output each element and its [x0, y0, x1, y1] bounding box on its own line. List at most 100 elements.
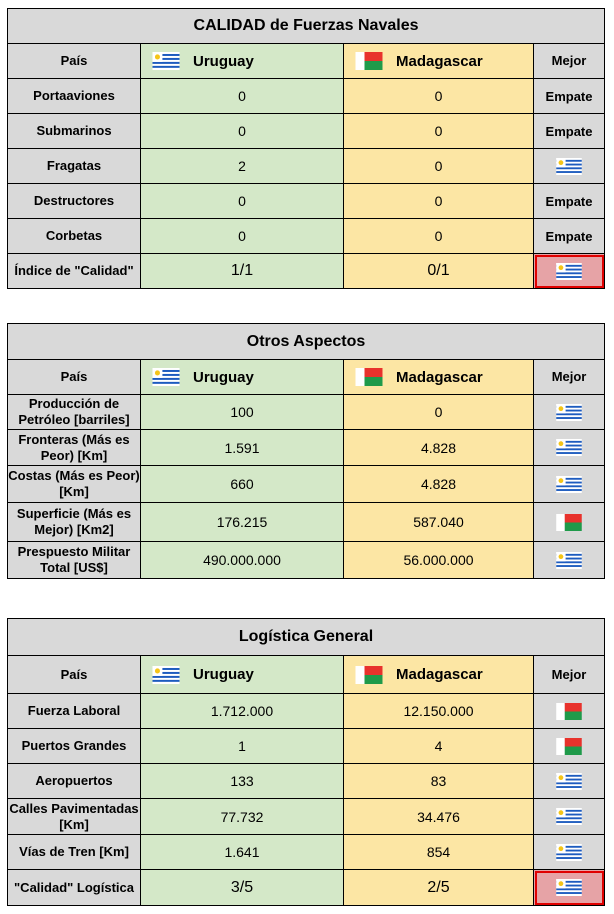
uruguay-flag-icon: [555, 808, 583, 825]
uruguay-flag-icon: [151, 52, 181, 70]
madagascar-flag-icon: [354, 666, 384, 684]
row-label: Portaaviones: [7, 78, 141, 114]
uruguay-flag-icon: [555, 158, 583, 175]
uruguay-value: 1.591: [140, 429, 344, 466]
best-value: [532, 148, 606, 184]
table-row: Fronteras (Más es Peor) [Km] 1.591 4.828: [7, 429, 606, 466]
uruguay-flag-icon: [555, 773, 583, 790]
best-value: [532, 394, 606, 430]
madagascar-value: 4.828: [343, 465, 534, 503]
best-value: [532, 798, 606, 835]
madagascar-flag-icon: [555, 703, 583, 720]
row-label: Fuerza Laboral: [7, 693, 141, 729]
madagascar-value: 0: [343, 183, 534, 219]
uruguay-value: 1.641: [140, 834, 344, 870]
best-value: [532, 429, 606, 466]
country-column-header: País: [7, 43, 141, 79]
row-label: Superficie (Más es Mejor) [Km2]: [7, 502, 141, 542]
table-row: Vías de Tren [Km] 1.641 854: [7, 834, 606, 870]
uruguay-value: 3/5: [140, 869, 344, 906]
uruguay-flag-icon: [555, 476, 583, 493]
row-label: Puertos Grandes: [7, 728, 141, 764]
madagascar-value: 83: [343, 763, 534, 799]
best-value: [532, 502, 606, 542]
madagascar-column-header: Madagascar: [343, 43, 534, 79]
uruguay-value: 0: [140, 183, 344, 219]
madagascar-column-header: Madagascar: [343, 655, 534, 694]
table-row: Costas (Más es Peor) [Km] 660 4.828: [7, 465, 606, 503]
madagascar-value: 0: [343, 218, 534, 254]
table-row: Índice de "Calidad" 1/1 0/1: [7, 253, 606, 289]
uruguay-value: 1: [140, 728, 344, 764]
table-row: Superficie (Más es Mejor) [Km2] 176.215 …: [7, 502, 606, 542]
uruguay-flag-icon: [555, 552, 583, 569]
madagascar-value: 56.000.000: [343, 541, 534, 579]
uruguay-value: 660: [140, 465, 344, 503]
table-row: Producción de Petróleo [barriles] 100 0: [7, 394, 606, 430]
best-value: [532, 763, 606, 799]
madagascar-flag-icon: [555, 514, 583, 531]
best-column-header: Mejor: [532, 359, 606, 395]
table-title: Logística General: [6, 618, 606, 656]
uruguay-flag-icon: [555, 263, 583, 280]
uruguay-value: 0: [140, 218, 344, 254]
best-column-header: Mejor: [532, 655, 606, 694]
row-label: Fragatas: [7, 148, 141, 184]
row-label: Corbetas: [7, 218, 141, 254]
naval-quality-table: CALIDAD de Fuerzas Navales País Uruguay …: [6, 8, 606, 289]
best-value: Empate: [532, 183, 606, 219]
best-value: [532, 541, 606, 579]
table-row: Submarinos 0 0 Empate: [7, 113, 606, 149]
uruguay-column-header: Uruguay: [140, 43, 344, 79]
best-value: [532, 465, 606, 503]
table-row: Destructores 0 0 Empate: [7, 183, 606, 219]
uruguay-value: 1.712.000: [140, 693, 344, 729]
madagascar-value: 34.476: [343, 798, 534, 835]
madagascar-value: 587.040: [343, 502, 534, 542]
madagascar-value: 854: [343, 834, 534, 870]
uruguay-flag-icon: [555, 879, 583, 896]
row-label: Prespuesto Militar Total [US$]: [7, 541, 141, 579]
table-row: Corbetas 0 0 Empate: [7, 218, 606, 254]
madagascar-flag-icon: [354, 52, 384, 70]
madagascar-value: 0: [343, 78, 534, 114]
madagascar-flag-icon: [354, 368, 384, 386]
row-label: Producción de Petróleo [barriles]: [7, 394, 141, 430]
row-label: "Calidad" Logística: [7, 869, 141, 906]
table-row: Prespuesto Militar Total [US$] 490.000.0…: [7, 541, 606, 579]
madagascar-value: 0: [343, 394, 534, 430]
uruguay-value: 0: [140, 78, 344, 114]
madagascar-value: 12.150.000: [343, 693, 534, 729]
uruguay-flag-icon: [555, 404, 583, 421]
uruguay-flag-icon: [555, 844, 583, 861]
uruguay-value: 77.732: [140, 798, 344, 835]
general-logistics-table: Logística General País Uruguay Madagasca…: [6, 618, 606, 906]
country-column-header: País: [7, 655, 141, 694]
table-row: "Calidad" Logística 3/5 2/5: [7, 869, 606, 906]
uruguay-value: 0: [140, 113, 344, 149]
uruguay-value: 133: [140, 763, 344, 799]
madagascar-value: 0/1: [343, 253, 534, 289]
row-label: Aeropuertos: [7, 763, 141, 799]
uruguay-column-header: Uruguay: [140, 655, 344, 694]
madagascar-value: 4.828: [343, 429, 534, 466]
best-value: Empate: [532, 113, 606, 149]
row-label: Destructores: [7, 183, 141, 219]
row-label: Calles Pavimentadas [Km]: [7, 798, 141, 835]
best-value: [532, 253, 606, 289]
best-value: [532, 869, 606, 906]
row-label: Submarinos: [7, 113, 141, 149]
uruguay-value: 1/1: [140, 253, 344, 289]
country-column-header: País: [7, 359, 141, 395]
uruguay-value: 2: [140, 148, 344, 184]
best-value: Empate: [532, 218, 606, 254]
uruguay-flag-icon: [151, 666, 181, 684]
uruguay-value: 490.000.000: [140, 541, 344, 579]
madagascar-value: 2/5: [343, 869, 534, 906]
best-column-header: Mejor: [532, 43, 606, 79]
table-title: Otros Aspectos: [6, 323, 606, 360]
table-row: Puertos Grandes 1 4: [7, 728, 606, 764]
uruguay-column-header: Uruguay: [140, 359, 344, 395]
madagascar-value: 0: [343, 113, 534, 149]
row-label: Índice de "Calidad": [7, 253, 141, 289]
